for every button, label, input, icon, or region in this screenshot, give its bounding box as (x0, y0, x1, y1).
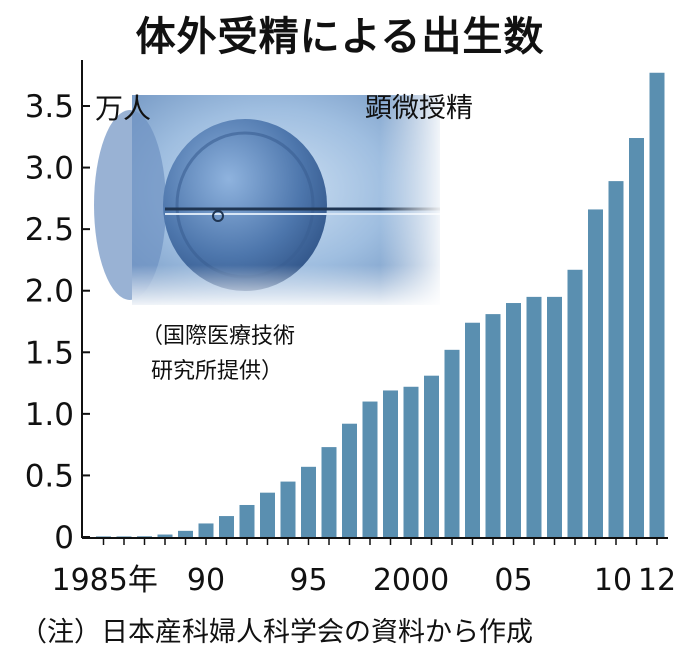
bar-2006 (526, 296, 542, 537)
bar-1985 (96, 536, 111, 537)
x-tick-label-2012: 12 (638, 563, 676, 598)
bar-2012 (649, 72, 665, 537)
y-tick-label: 3.5 (25, 89, 74, 125)
bar-1998 (362, 401, 378, 537)
bar-1995 (301, 466, 316, 537)
bar-2003 (465, 322, 480, 537)
x-tick-label-2010: 10 (594, 563, 632, 598)
bar-1993 (260, 492, 275, 537)
y-tick-label: 2.0 (25, 274, 74, 310)
x-tick-label-1990: 90 (187, 563, 225, 598)
bar-2007 (547, 296, 562, 537)
y-tick-label: 0 (54, 520, 74, 556)
bar-1997 (342, 423, 357, 537)
holding-pipette (94, 110, 166, 300)
x-tick-label-1985: 1985年 (52, 563, 158, 598)
x-tick-label-2005: 05 (494, 563, 532, 598)
y-tick-label: 2.5 (25, 212, 74, 248)
bar-1994 (280, 481, 296, 537)
photo-caption: 顕微授精 (365, 93, 473, 124)
bar-2000 (403, 386, 419, 537)
bars (96, 72, 665, 538)
bar-1987 (137, 536, 152, 537)
bar-2008 (567, 269, 583, 537)
bar-1996 (321, 447, 337, 537)
bar-2004 (485, 314, 501, 537)
egg-cell (163, 119, 327, 291)
bar-2009 (588, 209, 603, 537)
x-tick-label-2000: 2000 (373, 563, 449, 598)
bar-2010 (608, 181, 624, 538)
y-tick-label: 1.5 (25, 335, 74, 371)
photo-credit-line1: （国際医療技術 (141, 324, 295, 349)
bar-2002 (444, 349, 460, 537)
y-tick-label: 1.0 (25, 397, 74, 433)
x-axis: 1985年 90 95 2000 05 10 12 (52, 537, 676, 598)
source-note: （注）日本産科婦人科学会の資料から作成 (20, 617, 533, 648)
bar-1986 (116, 536, 132, 537)
bar-1988 (157, 534, 173, 537)
photo-credit-line2: 研究所提供） (151, 359, 283, 384)
chart-title: 体外受精による出生数 (135, 14, 545, 60)
bar-1991 (219, 516, 234, 537)
bar-1990 (198, 523, 214, 537)
unit-label: 万人 (95, 92, 151, 125)
bar-1992 (239, 504, 255, 537)
bar-2011 (629, 138, 644, 537)
bar-2005 (506, 303, 521, 537)
microscope-photo (94, 95, 440, 305)
x-tick-label-1995: 95 (289, 563, 327, 598)
bar-1989 (178, 530, 193, 537)
y-tick-label: 0.5 (25, 458, 74, 494)
bar-1999 (383, 390, 398, 537)
y-tick-label: 3.0 (25, 151, 74, 187)
y-axis: 0 0.5 1.0 1.5 2.0 2.5 3.0 3.5 (25, 60, 90, 556)
bar-2001 (424, 375, 439, 537)
